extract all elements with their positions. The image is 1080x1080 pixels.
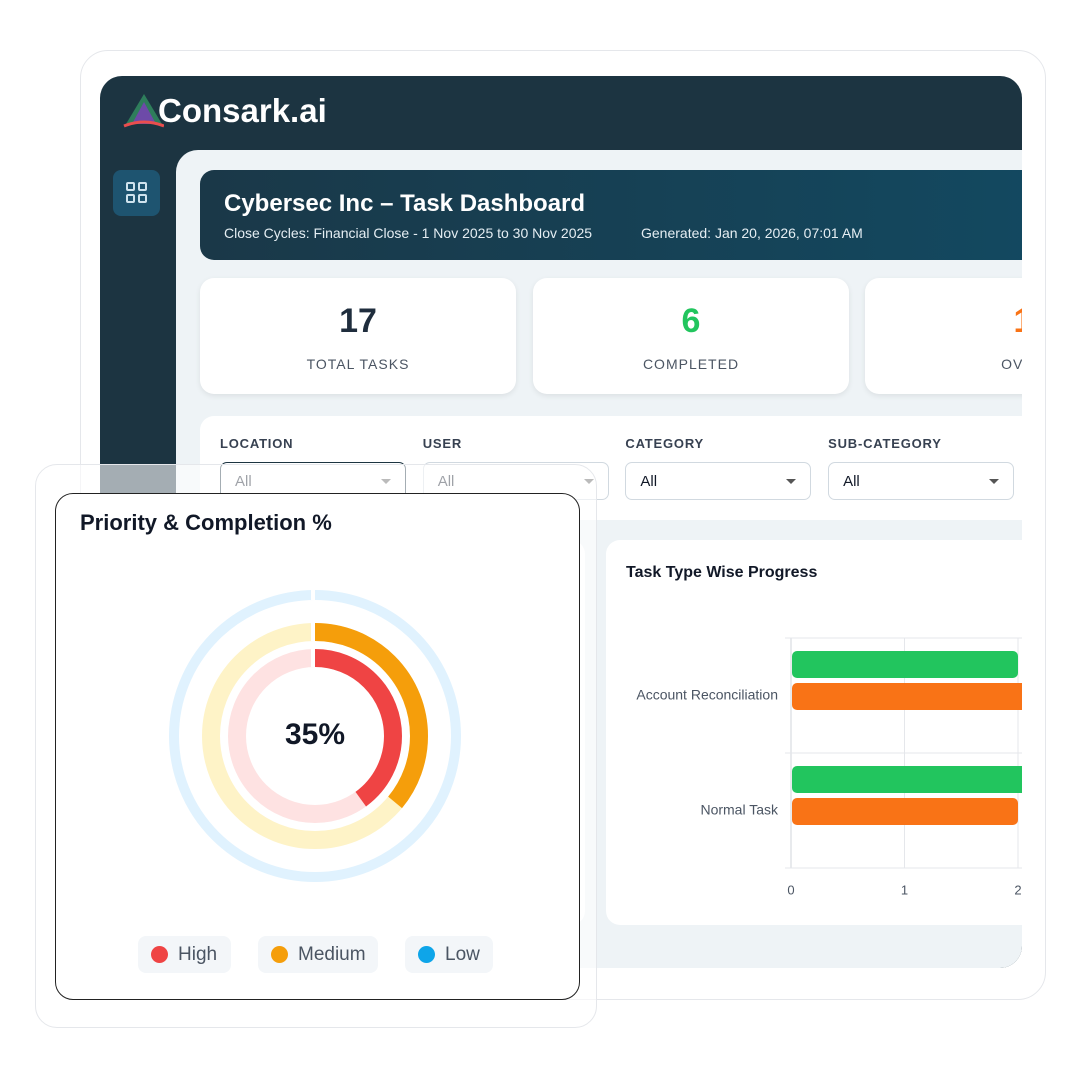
logo-icon	[123, 94, 164, 128]
bar	[792, 651, 1018, 678]
bar	[792, 766, 1022, 793]
bar	[792, 683, 1022, 710]
y-tick-label: Account Reconciliation	[636, 687, 778, 703]
kpi-label: TOTAL TASKS	[306, 356, 410, 372]
kpi-label: COMPLETED	[642, 356, 740, 372]
filter-select[interactable]: All	[828, 462, 1015, 500]
donut-card: Priority & Completion % 35% High Medium Lo…	[55, 493, 580, 1000]
header-card: Cybersec Inc – Task Dashboard Close Cycl…	[200, 170, 1022, 260]
legend-item: Medium	[258, 936, 378, 973]
legend-dot	[271, 946, 288, 963]
bar	[792, 798, 1018, 825]
donut-chart: 35%	[169, 590, 461, 882]
filter-select[interactable]: All	[625, 462, 812, 500]
header-title: Cybersec Inc – Task Dashboard	[224, 190, 586, 217]
bar-chart: Task Type Wise Progress 0 1 2 Account Recon…	[626, 564, 1022, 897]
filter-label: CATEGORY	[625, 436, 705, 451]
kpi-label: OVER	[1001, 356, 1022, 372]
legend-label: High	[178, 944, 218, 965]
brand: Consark.ai	[158, 92, 327, 129]
legend-label: Low	[445, 944, 480, 965]
bar-chart-card: Task Type Wise Progress 0 1 2 Account Recon…	[606, 540, 1022, 925]
legend-dot	[418, 946, 435, 963]
legend-dot	[151, 946, 168, 963]
filter-label: SUB-CATEGORY	[828, 436, 942, 451]
x-tick-label: 2	[1014, 882, 1021, 897]
legend-item: High	[138, 936, 231, 973]
donut-title: Priority & Completion %	[80, 510, 332, 535]
kpi-card: 17 TOTAL TASKS	[200, 278, 516, 394]
legend-item: Low	[405, 936, 493, 973]
legend-label: Medium	[298, 944, 366, 965]
x-tick-label: 0	[787, 882, 794, 897]
kpi-value: 17	[339, 302, 377, 340]
kpi-card: 6 COMPLETED	[533, 278, 849, 394]
filter-label: USER	[422, 436, 463, 451]
center-label: 35%	[285, 718, 345, 751]
filter-label: LOCATION	[220, 436, 294, 451]
chart-title: Task Type Wise Progress	[626, 564, 817, 581]
y-tick-label: Normal Task	[700, 802, 779, 818]
grid-icon	[126, 182, 147, 203]
kpi-value: 6	[681, 302, 701, 340]
header-generated: Generated: Jan 20, 2026, 07:01 AM	[641, 225, 863, 241]
kpi-value: 1	[865, 302, 1022, 341]
kpi-card: 1 OVER	[865, 278, 1022, 394]
sidebar-icon[interactable]	[113, 170, 160, 216]
header-subtitle: Close Cycles: Financial Close - 1 Nov 20…	[224, 225, 593, 241]
x-tick-label: 1	[901, 882, 908, 897]
